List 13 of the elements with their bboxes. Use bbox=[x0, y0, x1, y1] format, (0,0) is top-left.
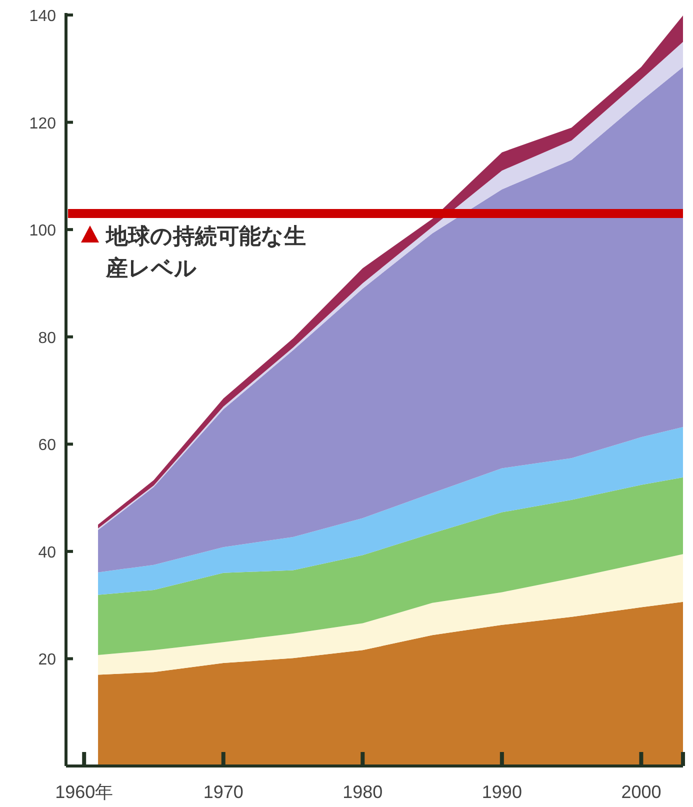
x-tick-label: 1990 bbox=[482, 782, 522, 802]
legend-label: 地球の持続可能な生産レベル bbox=[105, 223, 306, 280]
x-tick-label: 2000 bbox=[621, 782, 662, 802]
x-tick-label: 1970 bbox=[203, 782, 244, 802]
x-tick-label: 1980 bbox=[342, 782, 383, 802]
y-tick-label: 120 bbox=[29, 115, 56, 132]
y-tick-label: 40 bbox=[38, 544, 56, 562]
y-tick-label: 80 bbox=[38, 330, 56, 347]
y-tick-label: 60 bbox=[38, 437, 56, 454]
y-tick-label: 140 bbox=[29, 8, 56, 25]
y-tick-label: 100 bbox=[29, 222, 56, 240]
x-tick-label: 1960年 bbox=[55, 782, 114, 802]
y-tick-label: 20 bbox=[38, 652, 56, 669]
